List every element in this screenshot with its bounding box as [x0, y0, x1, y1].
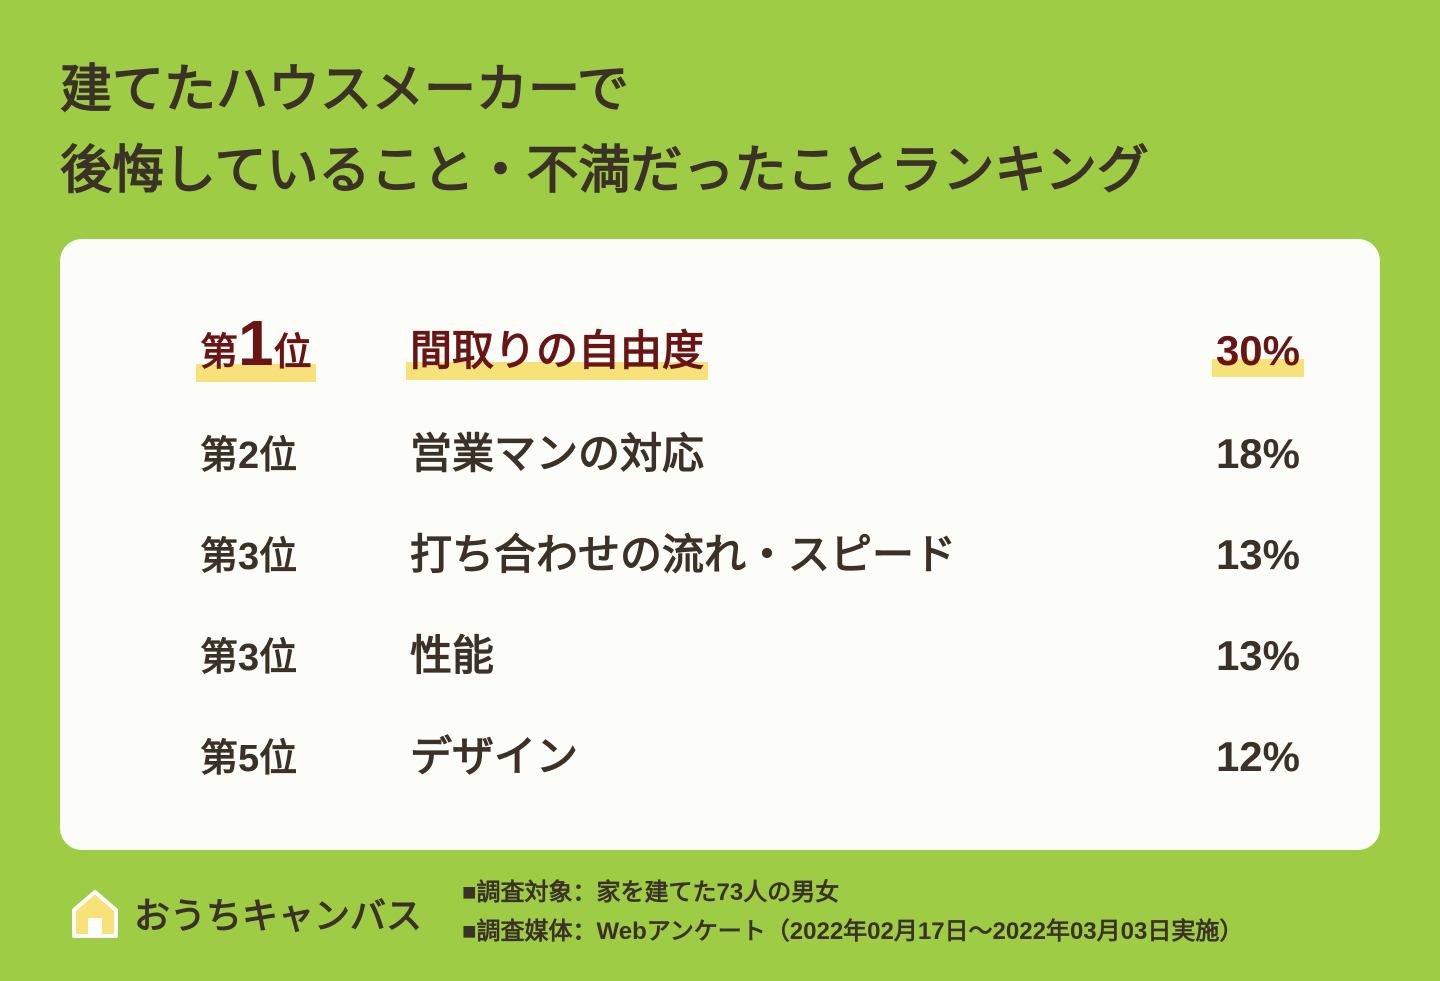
ranking-row-5: 第5位 デザイン 12% [200, 723, 1300, 784]
rank-prefix: 第 [200, 332, 238, 374]
rank-percent: 30% [1216, 327, 1300, 375]
title-line-1: 建てたハウスメーカーで [60, 61, 629, 119]
percent-cell: 13% [1216, 632, 1300, 680]
footer: おうちキャンバス ■調査対象：家を建てた73人の男女 ■調査媒体：Webアンケー… [60, 874, 1380, 951]
ranking-row-3: 第3位 打ち合わせの流れ・スピード 13% [200, 521, 1300, 582]
rank-cell: 第5位 [200, 727, 360, 782]
label-cell: 営業マンの対応 [410, 420, 1166, 481]
percent-cell: 18% [1216, 430, 1300, 478]
infographic-title: 建てたハウスメーカーで 後悔していること・不満だったことランキング [60, 50, 1380, 211]
logo-text: おうちキャンバス [134, 887, 422, 939]
ranking-row-4: 第3位 性能 13% [200, 622, 1300, 683]
rank-label: 間取りの自由度 [410, 317, 704, 378]
house-icon [68, 886, 122, 940]
ranking-row-2: 第2位 営業マンの対応 18% [200, 420, 1300, 481]
title-line-2: 後悔していること・不満だったことランキング [60, 142, 1149, 200]
rank-number: 1 [238, 307, 274, 379]
footer-info: ■調査対象：家を建てた73人の男女 ■調査媒体：Webアンケート（2022年02… [462, 874, 1243, 951]
label-cell: 打ち合わせの流れ・スピード [410, 521, 1166, 582]
rank-cell: 第2位 [200, 424, 360, 479]
label-cell: 性能 [410, 622, 1166, 683]
survey-method: ■調査媒体：Webアンケート（2022年02月17日〜2022年03月03日実施… [462, 913, 1243, 951]
label-cell: デザイン [410, 723, 1166, 784]
logo: おうちキャンバス [68, 886, 422, 940]
survey-target: ■調査対象：家を建てた73人の男女 [462, 874, 1243, 912]
ranking-row-1: 第1位 間取りの自由度 30% [200, 306, 1300, 380]
percent-cell: 13% [1216, 531, 1300, 579]
rank-cell: 第1位 [200, 306, 360, 380]
rank-cell: 第3位 [200, 626, 360, 681]
percent-cell: 30% [1216, 327, 1300, 375]
ranking-card: 第1位 間取りの自由度 30% 第2位 営業マンの対応 18% 第3位 打ち合わ… [60, 239, 1380, 850]
percent-cell: 12% [1216, 733, 1300, 781]
rank-cell: 第3位 [200, 525, 360, 580]
rank-suffix: 位 [274, 332, 312, 374]
label-cell: 間取りの自由度 [410, 317, 1166, 378]
